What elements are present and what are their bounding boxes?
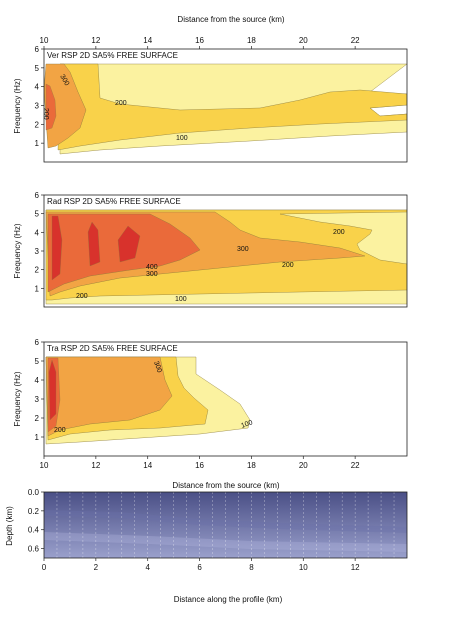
- ver-contour-label: 200: [115, 100, 127, 107]
- yaxis-tick-label: 0.6: [28, 545, 40, 554]
- profile-plot-frame: [43, 491, 408, 559]
- yaxis-tick-label: 0.4: [28, 526, 40, 535]
- xaxis-tick-label: 12: [351, 563, 360, 572]
- tra-contour-label: 100: [240, 419, 253, 430]
- rad-panel-title: Rad RSP 2D SA5% FREE SURFACE: [47, 197, 181, 206]
- rad-contour-label: 200: [333, 229, 345, 236]
- yaxis-tick-label: 5: [35, 357, 40, 366]
- ver-yaxis-ticks: 1 2 3 4 5 6: [35, 45, 44, 148]
- panel-vertical: Ver RSP 2D SA5% FREE SURFACE 300 200 100…: [13, 36, 408, 163]
- rad-contour-label: 400: [146, 264, 158, 271]
- profile-yaxis-label: Depth (km): [5, 506, 14, 546]
- rad-peak-region: [117, 225, 141, 263]
- xaxis-tick-label: 20: [299, 461, 308, 470]
- yaxis-tick-label: 4: [35, 228, 40, 237]
- xaxis-tick-label: 14: [143, 36, 152, 45]
- yaxis-tick-label: 5: [35, 64, 40, 73]
- yaxis-tick-label: 2: [35, 266, 40, 275]
- profile-xaxis-ticks: 0 2 4 6 8 10 12: [42, 558, 360, 572]
- rad-yaxis-label: Frequency (Hz): [13, 223, 22, 278]
- profile-yaxis-ticks: 0.0 0.2 0.4 0.6: [28, 488, 44, 554]
- rad-contour-labels: 400 300 300 200 200 100 200: [76, 229, 345, 303]
- yaxis-tick-label: 4: [35, 376, 40, 385]
- ver-contour-label: 100: [176, 135, 188, 142]
- profile-layer-boundary: [43, 510, 408, 533]
- yaxis-tick-label: 2: [35, 120, 40, 129]
- xaxis-tick-label: 22: [351, 461, 360, 470]
- xaxis-tick-label: 18: [247, 461, 256, 470]
- panel-transverse: Tra RSP 2D SA5% FREE SURFACE 300 200 100…: [13, 338, 408, 470]
- yaxis-tick-label: 4: [35, 83, 40, 92]
- xaxis-tick-label: 16: [195, 36, 204, 45]
- ver-contour-label: 200: [42, 108, 49, 120]
- yaxis-tick-label: 0.0: [28, 488, 40, 497]
- rad-contour-label: 300: [237, 246, 249, 253]
- xaxis-tick-label: 12: [91, 461, 100, 470]
- xaxis-tick-label: 8: [249, 563, 254, 572]
- rad-peak-region: [51, 215, 63, 281]
- yaxis-tick-label: 2: [35, 414, 40, 423]
- tra-peak-region: [48, 359, 57, 421]
- ver-yaxis-label: Frequency (Hz): [13, 78, 22, 133]
- profile-layer-boundary: [43, 532, 408, 552]
- rad-contour-label: 300: [146, 271, 158, 278]
- yaxis-tick-label: 6: [35, 191, 40, 200]
- yaxis-tick-label: 3: [35, 395, 40, 404]
- yaxis-tick-label: 1: [35, 433, 40, 442]
- tra-level-300-region: [45, 356, 173, 437]
- xaxis-tick-label: 14: [143, 461, 152, 470]
- xaxis-tick-label: 22: [351, 36, 360, 45]
- rad-contour-label: 200: [282, 262, 294, 269]
- xaxis-tick-label: 20: [299, 36, 308, 45]
- xaxis-tick-label: 4: [145, 563, 150, 572]
- yaxis-tick-label: 0.2: [28, 507, 40, 516]
- tra-xaxis-ticks: 10 12 14 16 18 20 22: [40, 456, 360, 470]
- rad-peak-region: [87, 221, 101, 267]
- tra-yaxis-label: Frequency (Hz): [13, 371, 22, 426]
- middle-xaxis-label: Distance from the source (km): [172, 481, 279, 490]
- ver-panel-title: Ver RSP 2D SA5% FREE SURFACE: [47, 51, 178, 60]
- rad-contour-label: 200: [76, 293, 88, 300]
- ver-level-300-region: [44, 63, 87, 149]
- xaxis-tick-label: 0: [42, 563, 47, 572]
- profile-xaxis-label: Distance along the profile (km): [174, 595, 283, 604]
- tra-yaxis-ticks: 1 2 3 4 5 6: [35, 338, 44, 442]
- yaxis-tick-label: 3: [35, 247, 40, 256]
- xaxis-tick-label: 10: [299, 563, 308, 572]
- tra-contour-labels: 300 200 100: [54, 360, 254, 434]
- rad-contour-label: 100: [175, 296, 187, 303]
- top-xaxis-label: Distance from the source (km): [177, 15, 284, 24]
- xaxis-tick-label: 16: [195, 461, 204, 470]
- ver-level-200-region: [57, 63, 407, 151]
- yaxis-tick-label: 1: [35, 284, 40, 293]
- rad-yaxis-ticks: 1 2 3 4 5 6: [35, 191, 44, 293]
- tra-contour-label: 200: [54, 427, 66, 434]
- tra-contour-label: 300: [152, 360, 163, 373]
- yaxis-tick-label: 1: [35, 139, 40, 148]
- tra-panel-title: Tra RSP 2D SA5% FREE SURFACE: [47, 344, 178, 353]
- ver-contour-labels: 300 200 100 200: [42, 74, 188, 143]
- ver-contour-label: 300: [58, 74, 70, 88]
- ver-xaxis-ticks: 10 12 14 16 18 20 22: [40, 36, 360, 49]
- xaxis-tick-label: 10: [40, 461, 49, 470]
- yaxis-tick-label: 5: [35, 210, 40, 219]
- xaxis-tick-label: 18: [247, 36, 256, 45]
- yaxis-tick-label: 3: [35, 102, 40, 111]
- yaxis-tick-label: 6: [35, 45, 40, 54]
- xaxis-tick-label: 10: [40, 36, 49, 45]
- ver-peak-region: [45, 83, 57, 131]
- xaxis-tick-label: 12: [91, 36, 100, 45]
- xaxis-tick-label: 2: [94, 563, 99, 572]
- xaxis-tick-label: 6: [197, 563, 202, 572]
- panel-profile: 0 2 4 6 8 10 12 0.0 0.2 0.4 0.6 Depth (km) Distan…: [5, 488, 408, 604]
- profile-grid: [56, 492, 395, 558]
- yaxis-tick-label: 6: [35, 338, 40, 347]
- panel-radial: Rad RSP 2D SA5% FREE SURFACE 400 300 300…: [13, 191, 408, 308]
